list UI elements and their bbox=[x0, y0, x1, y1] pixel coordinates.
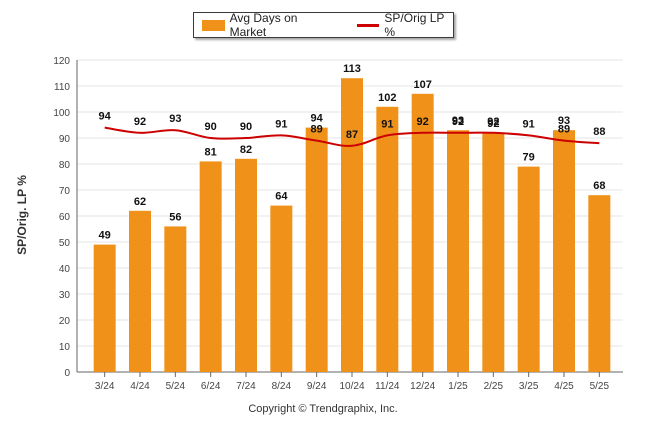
line-series bbox=[104, 126, 600, 147]
bar-data-label: 93 bbox=[452, 115, 464, 127]
bar bbox=[376, 106, 399, 373]
bar bbox=[129, 210, 151, 372]
bar-data-label: 68 bbox=[593, 180, 605, 192]
bar-data-label: 107 bbox=[413, 79, 431, 91]
legend-label-line: SP/Orig LP % bbox=[384, 11, 445, 39]
x-tick-label: 5/25 bbox=[590, 381, 610, 392]
x-tick-label: 10/24 bbox=[339, 381, 364, 392]
line-data-label: 87 bbox=[346, 129, 358, 141]
x-tick-label: 12/24 bbox=[410, 381, 435, 392]
legend-item-bar[interactable]: Avg Days on Market bbox=[194, 11, 331, 39]
line-data-label: 92 bbox=[134, 116, 146, 128]
bar bbox=[199, 161, 222, 372]
bar-data-label: 81 bbox=[205, 146, 217, 158]
x-tick-label: 3/25 bbox=[519, 381, 539, 392]
bar-data-label: 93 bbox=[558, 115, 570, 127]
x-tick-label: 2/25 bbox=[484, 381, 504, 392]
y-tick-label: 50 bbox=[59, 238, 71, 249]
bar-data-label: 56 bbox=[169, 211, 181, 223]
line-data-label: 92 bbox=[417, 116, 429, 128]
bar-data-label: 82 bbox=[240, 144, 252, 156]
x-tick-label: 4/25 bbox=[554, 381, 574, 392]
bar-data-label: 92 bbox=[487, 118, 499, 130]
y-tick-label: 100 bbox=[53, 108, 70, 119]
line-data-label: 91 bbox=[381, 118, 393, 130]
bar bbox=[341, 78, 363, 372]
line-series-path bbox=[104, 126, 600, 147]
bar-data-label: 49 bbox=[99, 230, 111, 242]
bar bbox=[270, 205, 293, 372]
y-tick-label: 80 bbox=[59, 160, 71, 171]
line-data-label: 92 bbox=[452, 116, 464, 128]
line-data-label: 92 bbox=[487, 116, 499, 128]
x-tick-label: 11/24 bbox=[375, 381, 400, 392]
line-data-label: 89 bbox=[311, 124, 323, 136]
line-data-label: 90 bbox=[205, 121, 217, 133]
bar bbox=[482, 132, 505, 372]
bar-data-label: 94 bbox=[311, 113, 324, 125]
bar-data-label: 113 bbox=[343, 63, 361, 75]
y-tick-label: 20 bbox=[59, 316, 71, 327]
x-tick-label: 4/24 bbox=[130, 381, 150, 392]
bar bbox=[517, 166, 540, 372]
y-tick-label: 10 bbox=[59, 342, 71, 353]
x-tick-label: 3/24 bbox=[95, 381, 115, 392]
x-tick-label: 7/24 bbox=[236, 381, 256, 392]
line-data-label: 94 bbox=[99, 111, 112, 123]
legend-item-line[interactable]: SP/Orig LP % bbox=[331, 11, 453, 39]
bar-data-label: 102 bbox=[378, 92, 396, 104]
line-data-label: 88 bbox=[593, 126, 605, 138]
bar bbox=[411, 93, 434, 373]
y-tick-label: 40 bbox=[59, 264, 71, 275]
y-tick-label: 30 bbox=[59, 290, 71, 301]
bar bbox=[93, 244, 116, 372]
y-tick-label: 70 bbox=[59, 186, 71, 197]
bar bbox=[305, 127, 328, 372]
copyright-text: Copyright © Trendgraphix, Inc. bbox=[248, 403, 398, 415]
legend: Avg Days on Market SP/Orig LP % bbox=[193, 11, 454, 39]
y-tick-label: 60 bbox=[59, 212, 71, 223]
bar-data-label: 64 bbox=[275, 191, 288, 203]
line-data-label: 91 bbox=[275, 118, 287, 130]
x-tick-label: 9/24 bbox=[307, 381, 327, 392]
legend-swatch-line bbox=[357, 23, 380, 27]
y-tick-label: 120 bbox=[53, 56, 70, 67]
bar bbox=[553, 130, 575, 372]
x-tick-label: 5/24 bbox=[166, 381, 186, 392]
line-data-label: 89 bbox=[558, 124, 570, 136]
bar bbox=[588, 195, 611, 372]
bar bbox=[235, 158, 257, 372]
bar-series bbox=[93, 78, 611, 373]
y-tick-label: 110 bbox=[54, 82, 70, 93]
line-data-label: 90 bbox=[240, 121, 252, 133]
line-data-label: 91 bbox=[523, 118, 535, 130]
bar-data-label: 62 bbox=[134, 196, 146, 208]
legend-swatch-bar bbox=[202, 19, 225, 31]
line-data-label: 93 bbox=[169, 113, 181, 125]
x-tick-label: 1/25 bbox=[448, 381, 468, 392]
x-tick-label: 8/24 bbox=[272, 381, 292, 392]
y-tick-label: 90 bbox=[59, 134, 71, 145]
y-axis-title: SP/Orig. LP % bbox=[15, 175, 29, 255]
bar-data-label: 79 bbox=[523, 152, 535, 164]
x-tick-label: 6/24 bbox=[201, 381, 221, 392]
y-tick-label: 0 bbox=[64, 368, 70, 379]
bar bbox=[447, 130, 469, 372]
bar bbox=[164, 226, 187, 372]
tick-labels: 0 10 20 30 40 50 60 70 80 90 100 110 120 3/24 4/24 5/24… bbox=[53, 56, 609, 392]
legend-label-bar: Avg Days on Market bbox=[229, 11, 298, 39]
